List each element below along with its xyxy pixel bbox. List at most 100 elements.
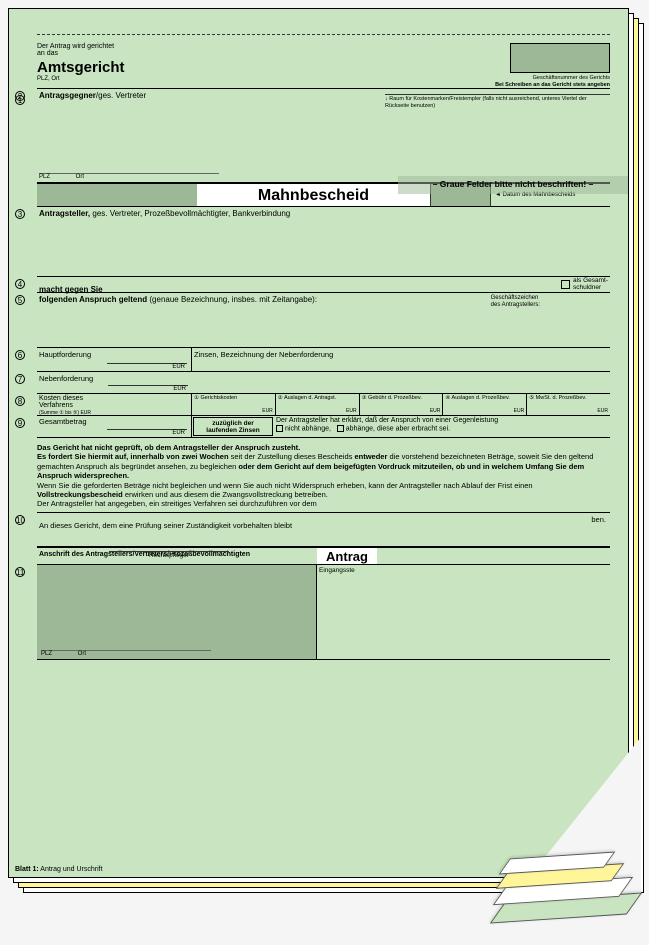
lg2b: seit der Zustellung dieses Bescheids xyxy=(229,452,355,461)
r10-txt: An dieses Gericht, dem eine Prüfung sein… xyxy=(39,521,292,530)
zb1: zuzüglich der xyxy=(212,420,254,427)
court-num-l1: Geschäftsnummer des Gerichts xyxy=(533,75,610,81)
chk-nicht[interactable] xyxy=(276,425,283,432)
row-8-kosten: 8 Kosten dieses Verfahrens (Summe ① bis … xyxy=(37,394,610,416)
grey-note-box: – Graue Felder bitte nicht beschriften! … xyxy=(398,176,628,194)
anschrift-box[interactable]: PLZ Ort xyxy=(37,565,317,659)
eingang-box: Eingangsste xyxy=(317,565,610,659)
court-number-box[interactable] xyxy=(510,43,610,73)
kosten-cell[interactable]: Kosten dieses Verfahrens (Summe ① bis ⑤)… xyxy=(37,394,192,415)
circ-7: 7 xyxy=(15,374,25,384)
circ-3: 3 xyxy=(15,209,25,219)
sub-1[interactable]: ① Gerichtskosten EUR xyxy=(192,394,276,415)
plz-11: PLZ xyxy=(41,651,76,657)
nebenforderung-label: Nebenforderung xyxy=(39,374,93,383)
section-3-antragsteller[interactable]: 3 Antragsteller, ges. Vertreter, Prozeßb… xyxy=(37,207,610,277)
hauptforderung-label: Hauptforderung xyxy=(39,350,91,359)
lg3b: Vollstreckungsbescheid xyxy=(37,490,123,499)
checkbox-icon[interactable] xyxy=(561,280,570,289)
e3: EUR xyxy=(430,408,441,414)
antragsteller-label: Antragsteller, ges. Vertreter, Prozeßbev… xyxy=(39,209,608,218)
ort-11: Ort xyxy=(78,651,86,657)
mahnbescheid-title: Mahnbescheid xyxy=(197,184,430,206)
ort-lbl-2: Ort xyxy=(76,174,84,180)
r10-end: ben. xyxy=(591,515,606,524)
row-9-gesamt: 9 Gesamtbetrag EUR zuzüglich der laufend… xyxy=(37,416,610,438)
zinsen-box: zuzüglich der laufenden Zinsen xyxy=(193,417,273,436)
footer-blatt: Blatt 1: Antrag und Urschrift xyxy=(15,866,103,873)
e2: EUR xyxy=(346,408,357,414)
e5: EUR xyxy=(597,408,608,414)
gl1: Der Antragsteller hat erklärt, daß der A… xyxy=(276,417,498,424)
zb2: laufenden Zinsen xyxy=(206,427,259,434)
circ-9: 9 xyxy=(15,418,25,428)
eur-9: EUR xyxy=(107,429,187,436)
s5: ⑤ MwSt. d. Prozeßbev. xyxy=(529,395,586,401)
mahn-grey-left xyxy=(37,184,197,206)
gz1: Geschäftszeichen xyxy=(491,295,539,301)
legal-text: Das Gericht hat nicht geprüft, ob dem An… xyxy=(37,438,610,513)
k2: Verfahrens xyxy=(39,402,73,409)
court-number-label: Geschäftsnummer des Gerichts Bei Schreib… xyxy=(385,75,610,88)
grey-note: – Graue Felder bitte nicht beschriften! … xyxy=(398,176,628,192)
eur-7: EUR xyxy=(108,385,188,392)
rechtspfleger-line: Rechtspfleger xyxy=(109,551,229,559)
circ-5: 5 xyxy=(15,295,25,305)
plz-ort-11: PLZ Ort xyxy=(41,650,211,657)
k1: Kosten dieses xyxy=(39,395,83,402)
row-10: 10 An dieses Gericht, dem eine Prüfung s… xyxy=(37,513,610,547)
section-2-antragsgegner[interactable]: 2 Antragsgegner/ges. Vertreter PLZ Ort –… xyxy=(37,88,610,183)
e1: EUR xyxy=(262,408,273,414)
eingang-label: Eingangsste xyxy=(319,567,355,574)
gl2a: nicht abhänge, xyxy=(285,426,331,433)
lg2e: oder xyxy=(238,462,254,471)
sub-2[interactable]: ② Auslagen d. Antragst. EUR xyxy=(276,394,360,415)
header-row: Der Antrag wird gerichtet an das Amtsger… xyxy=(37,43,610,82)
circ-8: 8 xyxy=(15,396,25,406)
s1: ① Gerichtskosten xyxy=(194,395,237,401)
court-num-l2: Bei Schreiben an das Gericht stets angeb… xyxy=(495,82,610,88)
row-7-nebenforderung: 7 Nebenforderung EUR xyxy=(37,372,610,394)
plz-ort-2: PLZ Ort xyxy=(39,173,219,180)
antragsgegner-label: Antragsgegner/ges. Vertreter xyxy=(37,89,610,100)
e4: EUR xyxy=(514,408,525,414)
geschaeftszeichen: Geschäftszeichen des Antragstellers: xyxy=(491,295,540,308)
section-4: 4 macht gegen Sie als Gesamt- schuldner xyxy=(37,277,610,293)
row7-right[interactable] xyxy=(192,372,610,393)
gesamtschuldner-option[interactable]: als Gesamt- schuldner xyxy=(561,278,608,291)
sub-3[interactable]: ③ Gebühr d. Prozeßbev. EUR xyxy=(360,394,444,415)
antrag-title: Antrag xyxy=(317,548,377,564)
page-fold xyxy=(481,737,641,937)
ft: Antrag und Urschrift xyxy=(39,866,103,873)
circ-6: 6 xyxy=(15,350,25,360)
section-5-anspruch[interactable]: 5 folgenden Anspruch geltend (genaue Bez… xyxy=(37,293,610,348)
s3: ③ Gebühr d. Prozeßbev. xyxy=(362,395,422,401)
sub-4[interactable]: ④ Auslagen d. Prozeßbev. EUR xyxy=(443,394,527,415)
zinsen-label[interactable]: Zinsen, Bezeichnung der Nebenforderung xyxy=(192,348,610,371)
as-bold: Antragsteller, xyxy=(39,209,90,218)
antrag-right xyxy=(377,548,610,564)
row-6-hauptforderung: 6 Hauptforderung EUR Zinsen, Bezeichnung… xyxy=(37,348,610,372)
an-bold: folgenden Anspruch geltend xyxy=(39,295,147,304)
gesamt-label: Gesamtbetrag xyxy=(39,417,87,426)
section-11: 11 PLZ Ort Eingangsste xyxy=(37,565,610,660)
nebenforderung-cell[interactable]: Nebenforderung EUR xyxy=(37,372,192,393)
chk-abh[interactable] xyxy=(337,425,344,432)
tear-line xyxy=(37,34,610,35)
hauptforderung-cell[interactable]: Hauptforderung EUR xyxy=(37,348,192,371)
lg2a: Es fordert Sie hiermit auf, innerhalb vo… xyxy=(37,452,229,461)
an-rest: (genaue Bezeichnung, insbes. mit Zeitang… xyxy=(147,295,317,304)
sub-5[interactable]: ⑤ MwSt. d. Prozeßbev. EUR xyxy=(527,394,610,415)
fb: Blatt 1: xyxy=(15,866,39,873)
s2: ② Auslagen d. Antragst. xyxy=(278,395,336,401)
gesamt-cell[interactable]: Gesamtbetrag EUR xyxy=(37,416,192,437)
circ-11: 11 xyxy=(15,567,25,577)
as-rest: ges. Vertreter, Prozeßbevollmächtigter, … xyxy=(90,209,290,218)
ag-bold: Antragsgegner xyxy=(39,91,96,100)
s4: ④ Auslagen d. Prozeßbev. xyxy=(445,395,509,401)
gesamtschuldner-label: als Gesamt- schuldner xyxy=(573,278,608,291)
circ-2: 2 xyxy=(15,91,25,101)
lg1: Das Gericht hat nicht geprüft, ob dem An… xyxy=(37,443,300,452)
circ-10: 10 xyxy=(15,515,25,525)
gz2: des Antragstellers: xyxy=(491,302,540,308)
